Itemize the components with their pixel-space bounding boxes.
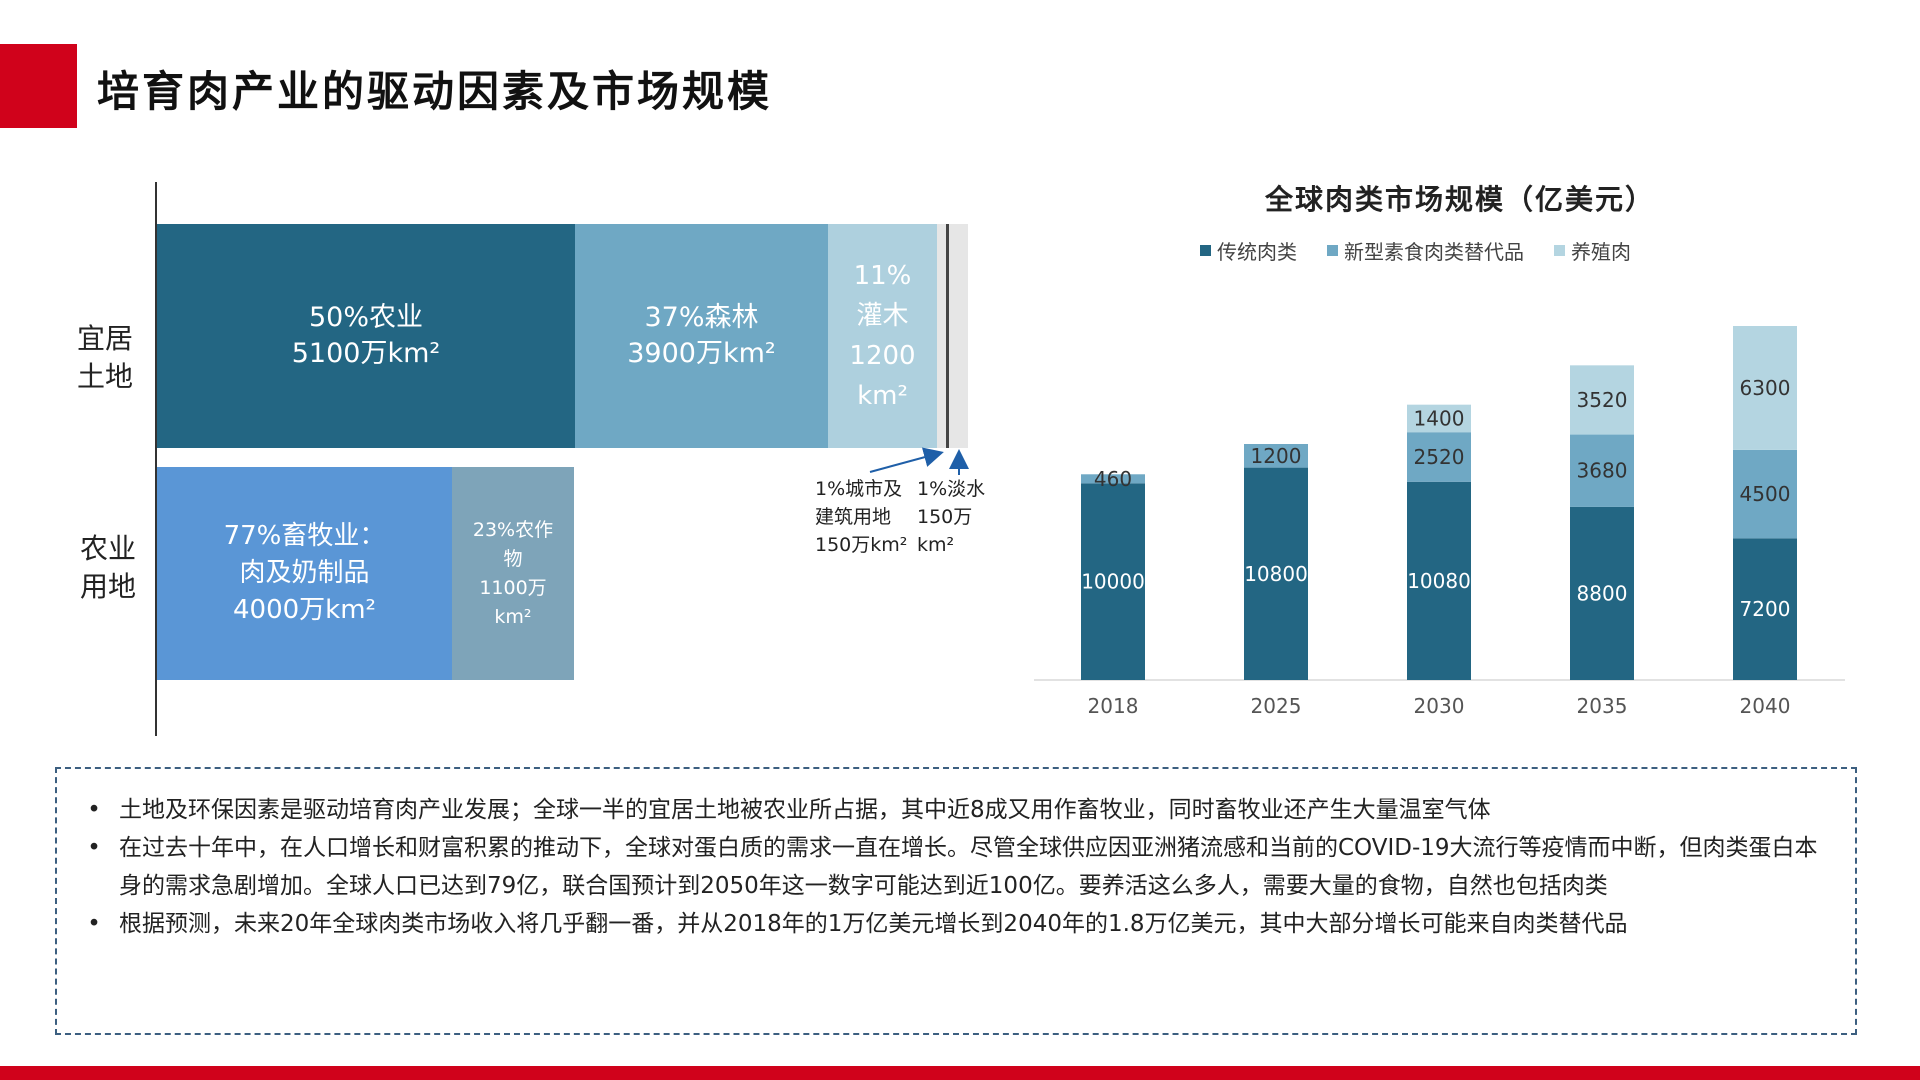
note-line: 1%城市及 — [815, 478, 903, 500]
x-tick-label: 2040 — [1740, 694, 1791, 718]
data-label: 10800 — [1244, 562, 1308, 586]
segment-freshwater — [949, 224, 968, 448]
bullet: • — [87, 797, 101, 823]
note-line: 建筑用地 — [815, 506, 892, 528]
segment-label-line: 11% — [853, 261, 912, 291]
bar-segment — [1244, 444, 1308, 468]
segment-label-line: 77%畜牧业： — [223, 521, 386, 551]
row-label-line: 农业 — [79, 532, 136, 565]
bar-segment — [1733, 449, 1797, 539]
land-use-chart: 宜居 土地 农业 用地 50%农业 5100万km² 37%森林 3900万km… — [0, 170, 1000, 750]
chart-title: 全球肉类市场规模（亿美元） — [1264, 183, 1655, 216]
bottom-accent-bar — [0, 1066, 1920, 1080]
x-tick-label: 2025 — [1251, 694, 1302, 718]
note-urban: 1%城市及 建筑用地 150万km² — [815, 475, 907, 559]
bar-segment — [1570, 365, 1634, 435]
x-tick-label: 2035 — [1577, 694, 1628, 718]
bar-segment — [1407, 432, 1471, 482]
data-label: 10000 — [1081, 570, 1145, 594]
market-size-chart: 全球肉类市场规模（亿美元） 传统肉类 新型素食肉类替代品 养殖肉 10000 46… — [1020, 170, 1900, 730]
segment-label-line: 5100万km² — [291, 338, 441, 369]
segment-label-line: 23%农作 — [472, 518, 554, 541]
bar-segment — [1733, 326, 1797, 450]
note-line: 1%淡水 — [917, 478, 986, 500]
row-label-line: 宜居 — [76, 322, 133, 355]
row-label-line: 土地 — [76, 360, 133, 393]
note-item: • 土地及环保因素是驱动培育肉产业发展；全球一半的宜居土地被农业所占据，其中近8… — [69, 791, 1825, 829]
note-line: 150万 — [917, 506, 973, 528]
legend-label: 新型素食肉类替代品 — [1344, 240, 1524, 264]
data-label: 8800 — [1577, 581, 1628, 605]
legend-label: 养殖肉 — [1571, 240, 1631, 264]
data-label: 2520 — [1414, 445, 1465, 469]
bar-segment — [1081, 474, 1145, 484]
segment-label-line: 灌木 — [856, 301, 909, 331]
note-item: • 根据预测，未来20年全球肉类市场收入将几乎翻一番，并从2018年的1万亿美元… — [69, 905, 1825, 943]
legend-swatch — [1554, 245, 1565, 256]
notes-box: • 土地及环保因素是驱动培育肉产业发展；全球一半的宜居土地被农业所占据，其中近8… — [55, 767, 1857, 1035]
legend-swatch — [1327, 245, 1338, 256]
bullet: • — [87, 911, 101, 937]
data-label: 1200 — [1251, 444, 1302, 468]
segment-label-line: 3900万km² — [627, 338, 776, 369]
data-label: 3680 — [1577, 459, 1628, 483]
bar-segment — [1407, 404, 1471, 433]
note-text: 在过去十年中，在人口增长和财富积累的推动下，全球对蛋白质的需求一直在增长。尽管全… — [119, 835, 1818, 899]
segment-label-line: 1200 — [849, 341, 916, 371]
segment-crops: 23%农作 物 1100万 km² — [452, 467, 574, 680]
data-label: 7200 — [1740, 597, 1791, 621]
data-label: 3520 — [1577, 388, 1628, 412]
land-chart-axis — [155, 182, 157, 736]
legend-item: 养殖肉 — [1554, 236, 1631, 265]
note-item: • 在过去十年中，在人口增长和财富积累的推动下，全球对蛋白质的需求一直在增长。尽… — [69, 829, 1825, 905]
legend-label: 传统肉类 — [1217, 240, 1297, 264]
bullet: • — [87, 835, 101, 861]
segment-label-line: 4000万km² — [233, 595, 376, 625]
segment-label-line: 50%农业 — [308, 302, 423, 333]
segment-label-line: km² — [494, 605, 532, 628]
segment-shrub: 11% 灌木 1200 km² — [828, 224, 937, 448]
page-title: 培育肉产业的驱动因素及市场规模 — [97, 67, 773, 116]
data-label: 460 — [1094, 467, 1132, 491]
bar-segment — [1570, 434, 1634, 507]
segment-label-line: 1100万 — [479, 576, 547, 599]
legend-item: 传统肉类 — [1200, 236, 1297, 265]
legend-swatch — [1200, 245, 1211, 256]
segment-divider — [946, 224, 949, 448]
segment-livestock: 77%畜牧业： 肉及奶制品 4000万km² — [157, 467, 452, 680]
annotation-arrows — [869, 447, 969, 475]
segment-label-line: 物 — [503, 547, 523, 570]
segment-agriculture: 50%农业 5100万km² — [157, 224, 575, 448]
row-label-habitable: 宜居 土地 — [75, 320, 135, 396]
chart-legend: 传统肉类 新型素食肉类替代品 养殖肉 — [1200, 236, 1631, 265]
data-label: 6300 — [1740, 376, 1791, 400]
bar-segment — [1081, 483, 1145, 680]
segment-urban — [937, 224, 946, 448]
x-tick-label: 2030 — [1414, 694, 1465, 718]
note-line: km² — [917, 534, 955, 556]
bar-segment — [1407, 481, 1471, 680]
data-label: 1400 — [1414, 406, 1465, 430]
data-label: 4500 — [1740, 482, 1791, 506]
segment-label-line: 37%森林 — [644, 302, 759, 333]
x-tick-label: 2018 — [1088, 694, 1139, 718]
note-text: 土地及环保因素是驱动培育肉产业发展；全球一半的宜居土地被农业所占据，其中近8成又… — [119, 797, 1491, 823]
segment-label-line: 肉及奶制品 — [239, 558, 370, 588]
segment-forest: 37%森林 3900万km² — [575, 224, 828, 448]
row-label-line: 用地 — [79, 570, 136, 603]
segment-label-line: km² — [857, 381, 908, 411]
data-label: 10080 — [1407, 569, 1471, 593]
bars-plot: 10000 460 2018 10800 1200 2025 10080 2520 1400 20… — [1034, 326, 1845, 718]
title-accent-block — [0, 44, 77, 128]
note-freshwater: 1%淡水 150万 km² — [917, 475, 985, 559]
legend-item: 新型素食肉类替代品 — [1327, 236, 1524, 265]
note-line: 150万km² — [815, 534, 908, 556]
note-text: 根据预测，未来20年全球肉类市场收入将几乎翻一番，并从2018年的1万亿美元增长… — [119, 911, 1628, 937]
bar-segment — [1244, 467, 1308, 680]
bar-segment — [1733, 538, 1797, 680]
arrow-urban — [869, 447, 944, 473]
bar-segment — [1570, 506, 1634, 680]
row-label-agricultural: 农业 用地 — [78, 530, 138, 606]
